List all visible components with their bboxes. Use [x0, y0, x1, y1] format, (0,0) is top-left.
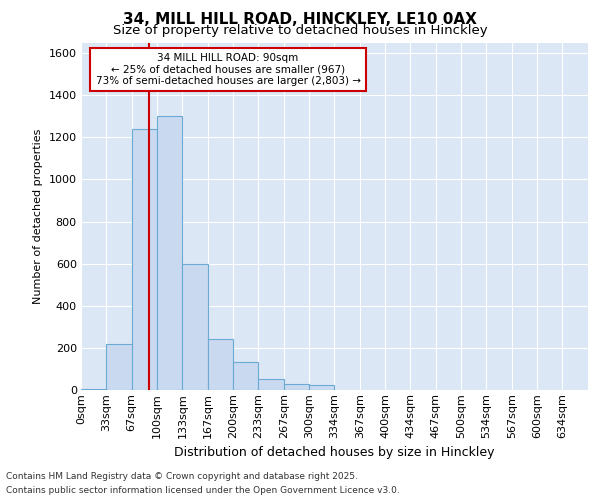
- X-axis label: Distribution of detached houses by size in Hinckley: Distribution of detached houses by size …: [174, 446, 495, 459]
- Bar: [284, 384, 309, 390]
- Text: Size of property relative to detached houses in Hinckley: Size of property relative to detached ho…: [113, 24, 487, 37]
- Bar: [233, 362, 259, 390]
- Bar: [309, 384, 334, 390]
- Bar: [131, 129, 157, 390]
- Bar: [106, 344, 131, 390]
- Bar: [208, 340, 233, 390]
- Text: 34 MILL HILL ROAD: 90sqm
← 25% of detached houses are smaller (967)
73% of semi-: 34 MILL HILL ROAD: 90sqm ← 25% of detach…: [95, 53, 361, 86]
- Bar: [182, 264, 208, 390]
- Text: 34, MILL HILL ROAD, HINCKLEY, LE10 0AX: 34, MILL HILL ROAD, HINCKLEY, LE10 0AX: [123, 12, 477, 28]
- Text: Contains public sector information licensed under the Open Government Licence v3: Contains public sector information licen…: [6, 486, 400, 495]
- Y-axis label: Number of detached properties: Number of detached properties: [33, 128, 43, 304]
- Text: Contains HM Land Registry data © Crown copyright and database right 2025.: Contains HM Land Registry data © Crown c…: [6, 472, 358, 481]
- Bar: [259, 380, 284, 390]
- Bar: [157, 116, 182, 390]
- Bar: [81, 389, 106, 390]
